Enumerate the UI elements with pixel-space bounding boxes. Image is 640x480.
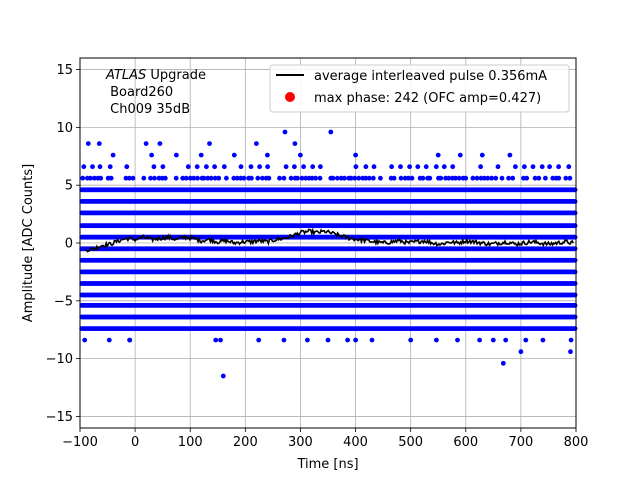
sample-point: [572, 199, 578, 204]
sample-point: [572, 234, 578, 240]
sample-point: [572, 292, 578, 298]
sample-point: [572, 303, 578, 308]
sample-point: [572, 210, 578, 216]
sample-point: [572, 269, 578, 275]
sample-point: [572, 257, 578, 263]
sample-point: [572, 314, 578, 320]
sample-point: [572, 246, 578, 252]
sample-point: [572, 326, 578, 331]
sample-point: [572, 281, 578, 286]
scatter-layer: [79, 129, 578, 379]
sample-point: [572, 223, 578, 229]
